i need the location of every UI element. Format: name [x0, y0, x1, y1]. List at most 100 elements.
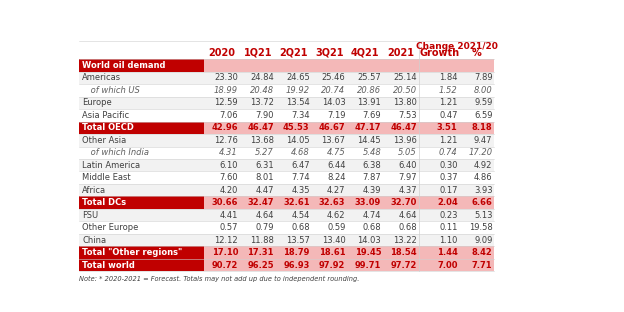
Text: 4.74: 4.74	[363, 211, 381, 220]
Bar	[311, 234, 348, 246]
Text: China: China	[82, 236, 107, 245]
Bar	[276, 246, 311, 259]
Bar	[79, 71, 204, 84]
Bar	[419, 172, 459, 184]
Bar	[204, 96, 240, 109]
Text: 13.22: 13.22	[393, 236, 417, 245]
Bar	[311, 134, 348, 147]
Text: 18.79: 18.79	[283, 248, 310, 257]
Text: Europe: Europe	[82, 98, 112, 107]
Text: 4.86: 4.86	[474, 173, 492, 182]
Bar	[459, 184, 494, 197]
Bar	[276, 84, 311, 96]
Bar	[276, 222, 311, 234]
Bar	[459, 121, 494, 134]
Bar	[419, 96, 459, 109]
Text: 23.30: 23.30	[214, 73, 238, 82]
Text: 8.00: 8.00	[474, 86, 492, 95]
Bar	[204, 147, 240, 159]
Bar	[79, 184, 204, 197]
Text: 18.54: 18.54	[391, 248, 417, 257]
Bar	[459, 147, 494, 159]
Text: 17.31: 17.31	[247, 248, 274, 257]
Bar	[348, 159, 383, 172]
Bar	[459, 134, 494, 147]
Text: 0.68: 0.68	[398, 223, 417, 232]
Text: 4.31: 4.31	[219, 148, 238, 157]
Bar	[311, 147, 348, 159]
Text: 17.10: 17.10	[212, 248, 238, 257]
Text: 4.62: 4.62	[327, 211, 346, 220]
Text: 7.87: 7.87	[363, 173, 381, 182]
Text: 7.53: 7.53	[398, 111, 417, 120]
Text: 13.54: 13.54	[286, 98, 310, 107]
Bar	[419, 147, 459, 159]
Text: 2.04: 2.04	[437, 198, 457, 207]
Text: 6.31: 6.31	[255, 161, 274, 170]
Text: 8.01: 8.01	[255, 173, 274, 182]
Bar	[459, 71, 494, 84]
Bar	[419, 209, 459, 222]
Bar	[383, 184, 419, 197]
Text: 0.47: 0.47	[439, 111, 457, 120]
Bar	[459, 234, 494, 246]
Bar	[276, 71, 311, 84]
Text: 33.09: 33.09	[355, 198, 381, 207]
Text: 25.57: 25.57	[358, 73, 381, 82]
Text: 1.52: 1.52	[439, 86, 457, 95]
Text: 90.72: 90.72	[212, 261, 238, 270]
Text: 14.03: 14.03	[358, 236, 381, 245]
Text: 20.86: 20.86	[357, 86, 381, 95]
Text: Note: * 2020-2021 = Forecast. Totals may not add up due to independent rounding.: Note: * 2020-2021 = Forecast. Totals may…	[79, 276, 360, 282]
Text: 1.44: 1.44	[437, 248, 457, 257]
Text: 13.67: 13.67	[321, 136, 346, 145]
Bar	[383, 246, 419, 259]
Bar	[240, 246, 276, 259]
Bar	[204, 121, 240, 134]
Bar	[419, 71, 459, 84]
Bar	[79, 134, 204, 147]
Text: 1.21: 1.21	[439, 98, 457, 107]
Text: 5.27: 5.27	[255, 148, 274, 157]
Bar	[311, 184, 348, 197]
Bar	[383, 159, 419, 172]
Bar	[276, 159, 311, 172]
Bar	[348, 259, 383, 271]
Text: 4.27: 4.27	[327, 186, 346, 195]
Text: 6.59: 6.59	[474, 111, 492, 120]
Bar	[348, 71, 383, 84]
Text: World oil demand: World oil demand	[82, 61, 166, 70]
Text: 14.03: 14.03	[322, 98, 346, 107]
Text: 13.68: 13.68	[250, 136, 274, 145]
Bar	[383, 147, 419, 159]
Text: 13.40: 13.40	[322, 236, 346, 245]
Text: Asia Pacific: Asia Pacific	[82, 111, 129, 120]
Bar	[311, 197, 348, 209]
Text: 4.20: 4.20	[220, 186, 238, 195]
Bar	[276, 234, 311, 246]
Text: 6.66: 6.66	[472, 198, 492, 207]
Text: 13.96: 13.96	[393, 136, 417, 145]
Text: 12.12: 12.12	[215, 236, 238, 245]
Text: 7.19: 7.19	[327, 111, 346, 120]
Text: 7.34: 7.34	[291, 111, 310, 120]
Bar	[459, 59, 494, 71]
Text: 4.39: 4.39	[363, 186, 381, 195]
Bar	[276, 121, 311, 134]
Bar	[240, 172, 276, 184]
Bar	[348, 147, 383, 159]
Text: 6.38: 6.38	[363, 161, 381, 170]
Bar	[383, 259, 419, 271]
Text: 2Q21: 2Q21	[280, 48, 308, 58]
Text: 6.44: 6.44	[327, 161, 346, 170]
Text: 18.61: 18.61	[319, 248, 346, 257]
Text: 19.58: 19.58	[469, 223, 492, 232]
Bar	[383, 134, 419, 147]
Bar	[240, 259, 276, 271]
Text: 13.57: 13.57	[286, 236, 310, 245]
Text: 11.88: 11.88	[250, 236, 274, 245]
Bar	[348, 134, 383, 147]
Bar	[240, 134, 276, 147]
Bar	[419, 234, 459, 246]
Text: 46.67: 46.67	[319, 123, 346, 132]
